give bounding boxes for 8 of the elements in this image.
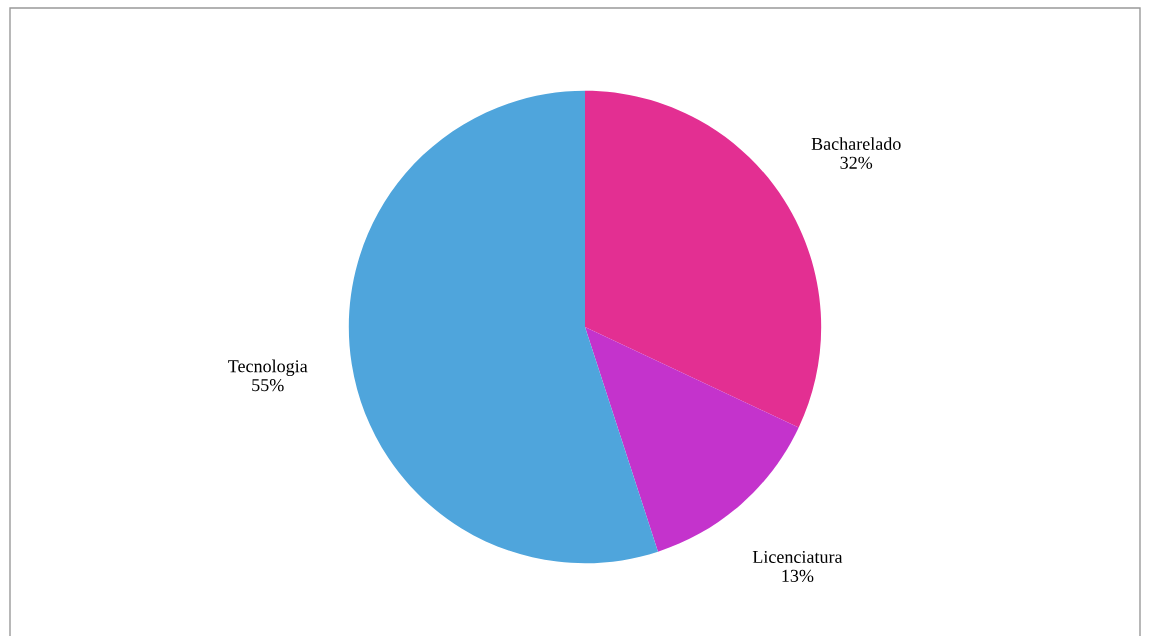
pie-slice — [585, 327, 799, 552]
pie-slice — [348, 90, 658, 564]
slice-label: Licenciatura — [752, 550, 843, 564]
data-label: 13% — [782, 569, 814, 582]
data-label: 55% — [252, 379, 284, 392]
slice-label: Bacharelado — [811, 137, 901, 150]
slice-label: Tecnologia — [228, 359, 308, 377]
data-label: 32% — [840, 156, 873, 169]
